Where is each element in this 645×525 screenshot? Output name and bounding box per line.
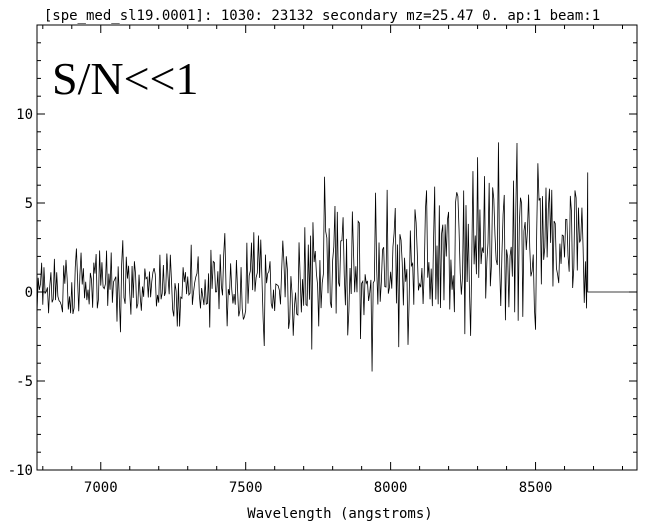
y-axis: -10 -5 0 5 10 (8, 42, 637, 479)
x-tick-label: 8000 (374, 480, 408, 496)
y-tick-label: 0 (25, 285, 33, 301)
x-axis-label: Wavelength (angstroms) (247, 506, 432, 522)
x-tick-label: 7500 (229, 480, 263, 496)
spectrum-series-line (36, 142, 637, 372)
x-tick-label: 8500 (519, 480, 553, 496)
y-tick-label: -5 (16, 374, 33, 390)
y-tick-label: 10 (16, 107, 33, 123)
plot-frame (36, 24, 638, 471)
y-tick-label: 5 (25, 196, 33, 212)
sn-annotation: S/N<<1 (52, 53, 198, 104)
x-tick-label: 7000 (84, 480, 118, 496)
chart-title: [spe_med_sl19.0001]: 1030: 23132 seconda… (44, 8, 600, 24)
x-axis: 7000 7500 8000 8500 (42, 25, 624, 496)
y-tick-label: -10 (8, 463, 33, 479)
series-layer (36, 142, 637, 372)
